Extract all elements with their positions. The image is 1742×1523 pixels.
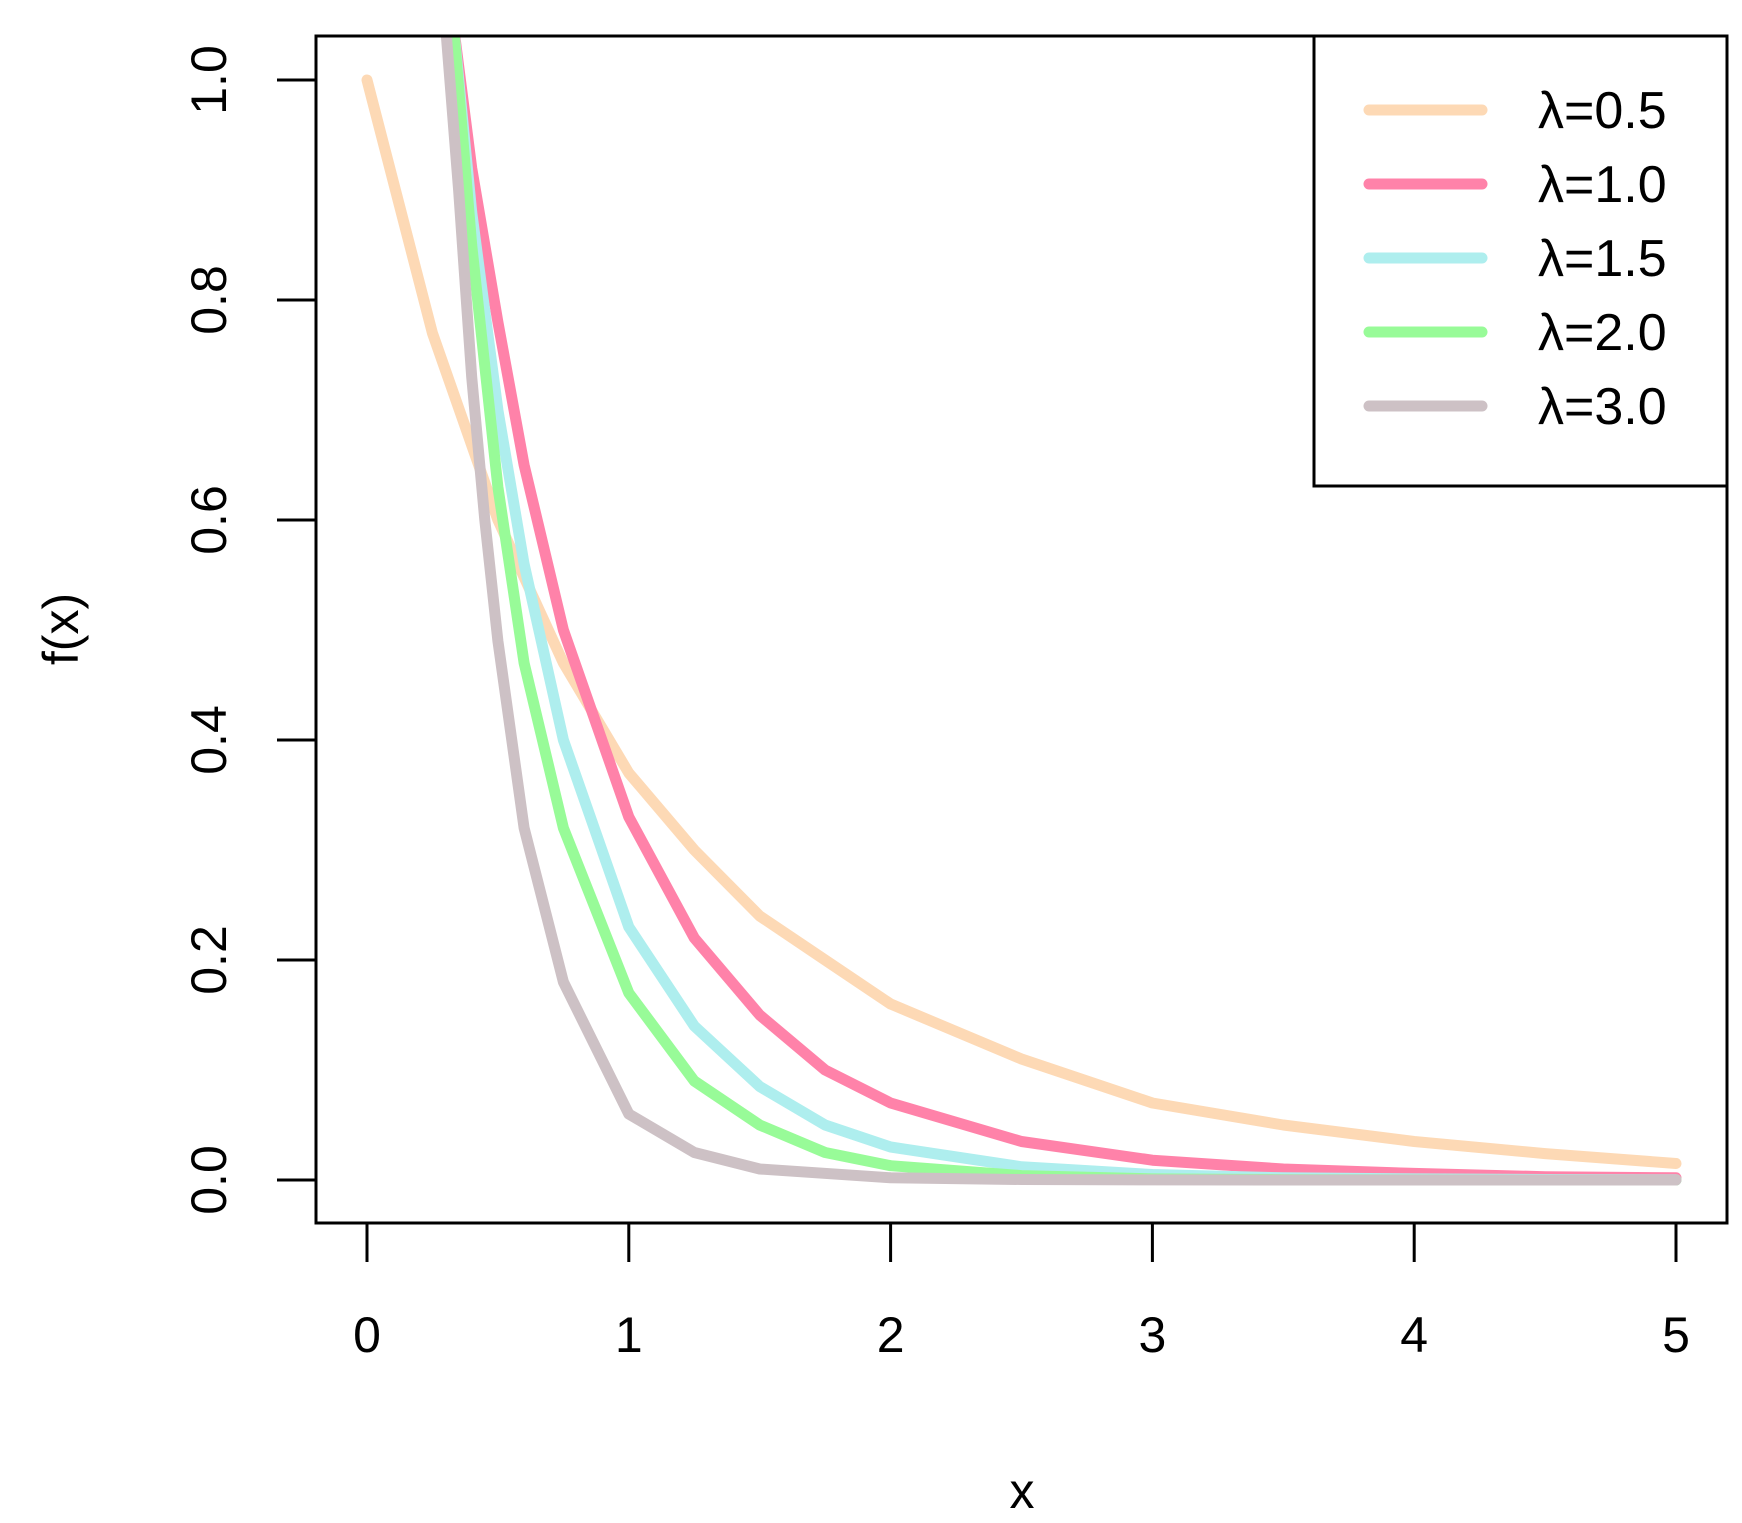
series-line-2	[449, 36, 1682, 1184]
legend-label: λ=0.5	[1538, 82, 1667, 140]
x-tick-label: 3	[1138, 1307, 1166, 1363]
y-tick-label: 0.4	[181, 705, 237, 775]
y-axis: 0.0 0.2 0.4 0.6 0.8 1.0	[181, 45, 318, 1215]
legend-label: λ=1.5	[1538, 230, 1667, 288]
series-line-5	[440, 36, 1682, 1186]
series-layer	[361, 36, 1682, 1186]
y-tick-label: 0.2	[181, 925, 237, 995]
x-tick-label: 0	[353, 1307, 381, 1363]
y-axis-title: f(x)	[33, 593, 89, 665]
y-tick-label: 0.6	[181, 485, 237, 555]
x-axis-title: x	[1010, 1463, 1035, 1519]
y-tick-label: 0.0	[181, 1145, 237, 1215]
x-tick-label: 4	[1400, 1307, 1428, 1363]
legend: λ=0.5 λ=1.0 λ=1.5 λ=2.0 λ=3.0	[1312, 34, 1729, 488]
legend-label: λ=3.0	[1538, 378, 1667, 436]
x-tick-label: 5	[1662, 1307, 1690, 1363]
x-tick-label: 1	[615, 1307, 643, 1363]
legend-label: λ=2.0	[1538, 304, 1667, 362]
y-tick-label: 1.0	[181, 45, 237, 115]
x-axis: 0 1 2 3 4 5	[353, 1221, 1690, 1363]
x-tick-label: 2	[877, 1307, 905, 1363]
y-tick-label: 0.8	[181, 265, 237, 335]
legend-label: λ=1.0	[1538, 156, 1667, 214]
